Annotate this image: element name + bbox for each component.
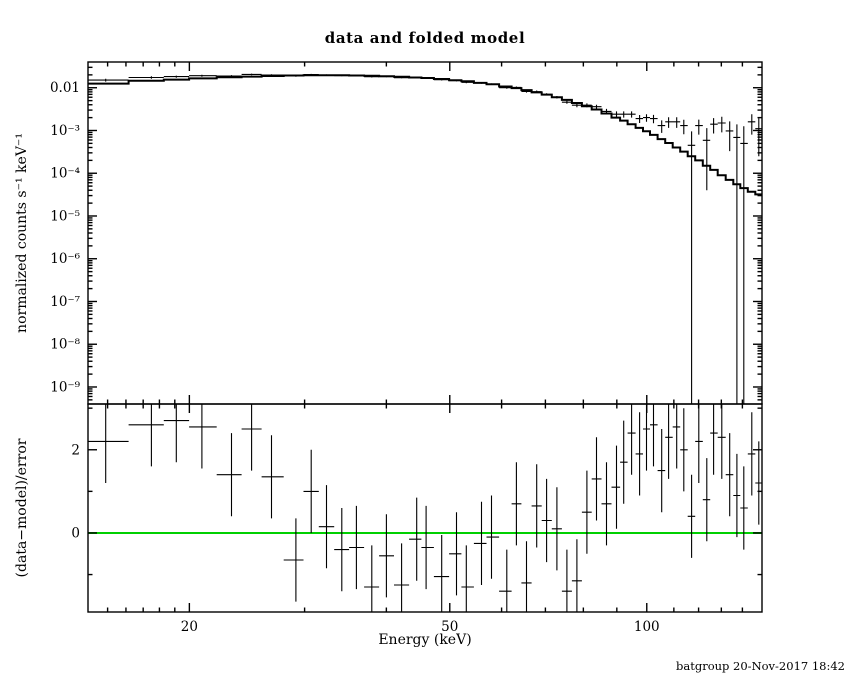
y-axis-label-residuals: (data−model)/error xyxy=(14,438,30,578)
y-tick-label-top: 10⁻⁵ xyxy=(50,208,80,224)
y-tick-label-top: 10⁻⁸ xyxy=(50,337,80,353)
residual-panel-frame xyxy=(87,403,763,613)
y-tick-label-top: 10⁻³ xyxy=(50,123,80,139)
y-tick-label-bottom: 2 xyxy=(71,442,80,458)
top-panel-frame xyxy=(87,61,763,405)
x-axis-label: Energy (keV) xyxy=(378,632,472,648)
data-crosses xyxy=(88,73,762,404)
y-tick-label-top: 10⁻⁴ xyxy=(50,166,80,182)
y-tick-label-top: 10⁻⁷ xyxy=(50,294,80,310)
x-tick-label: 20 xyxy=(181,619,198,635)
axes xyxy=(87,61,763,613)
plot-title: data and folded model xyxy=(324,29,526,47)
residual-panel xyxy=(88,404,762,612)
model-histogram xyxy=(88,74,762,196)
y-tick-label-top: 0.01 xyxy=(50,80,80,96)
spectrum-panel xyxy=(88,73,762,404)
y-tick-label-bottom: 0 xyxy=(71,525,80,541)
y-axis-label-counts: normalized counts s⁻¹ keV⁻¹ xyxy=(14,133,30,333)
footer-stamp: batgroup 20-Nov-2017 18:42 xyxy=(676,659,845,673)
x-tick-label: 100 xyxy=(634,619,660,635)
residual-crosses xyxy=(88,404,762,612)
y-tick-label-top: 10⁻⁹ xyxy=(50,379,80,395)
axis-tick-labels: 20 50 100 0.01 10⁻³ 10⁻⁴ 10⁻⁵ 10⁻⁶ 10⁻⁷ 10⁻⁸ 10⁻⁹ 0… xyxy=(50,80,660,635)
y-tick-label-top: 10⁻⁶ xyxy=(50,251,80,267)
x-tick-label: 50 xyxy=(441,619,458,635)
